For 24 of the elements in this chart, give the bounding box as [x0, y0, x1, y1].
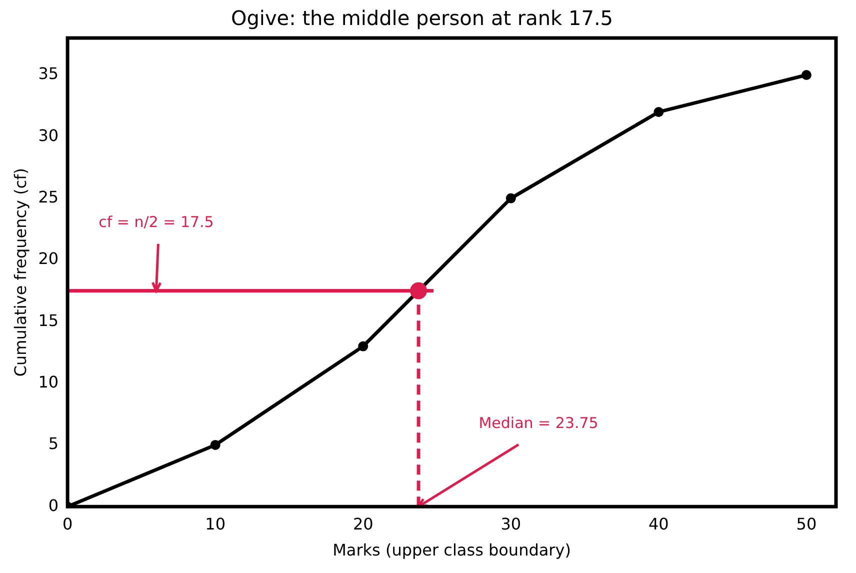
y-tick-label: 10: [38, 372, 59, 392]
point: [654, 106, 664, 117]
y-tick-label: 20: [38, 249, 59, 268]
point: [210, 440, 220, 450]
x-tick-label: 30: [500, 514, 522, 534]
y-tick-label: 35: [38, 64, 59, 84]
y-tick-label: 25: [38, 187, 59, 206]
annotation: Median = 23.75: [478, 414, 598, 432]
y-tick-label: 15: [38, 310, 59, 330]
y-tick-label: 30: [38, 126, 59, 145]
y-axis-title: Cumulative frequency (cf): [10, 168, 30, 377]
x-axis-title: Marks (upper class boundary): [332, 540, 571, 560]
point: [506, 193, 516, 204]
y-tick-label: 5: [48, 434, 59, 454]
annotation: cf = n/2 = 17.5: [98, 213, 214, 232]
point: [358, 341, 368, 352]
x-tick-label: 50: [796, 514, 817, 534]
x-tick-label: 10: [205, 514, 226, 534]
y-tick-label: 0: [48, 496, 59, 515]
x-tick-label: 40: [648, 514, 669, 534]
chart-title: Ogive: the middle person at rank 17.5: [230, 6, 614, 30]
x-tick-label: 0: [62, 514, 73, 534]
x-tick-label: 20: [352, 514, 374, 534]
point: [801, 70, 812, 80]
